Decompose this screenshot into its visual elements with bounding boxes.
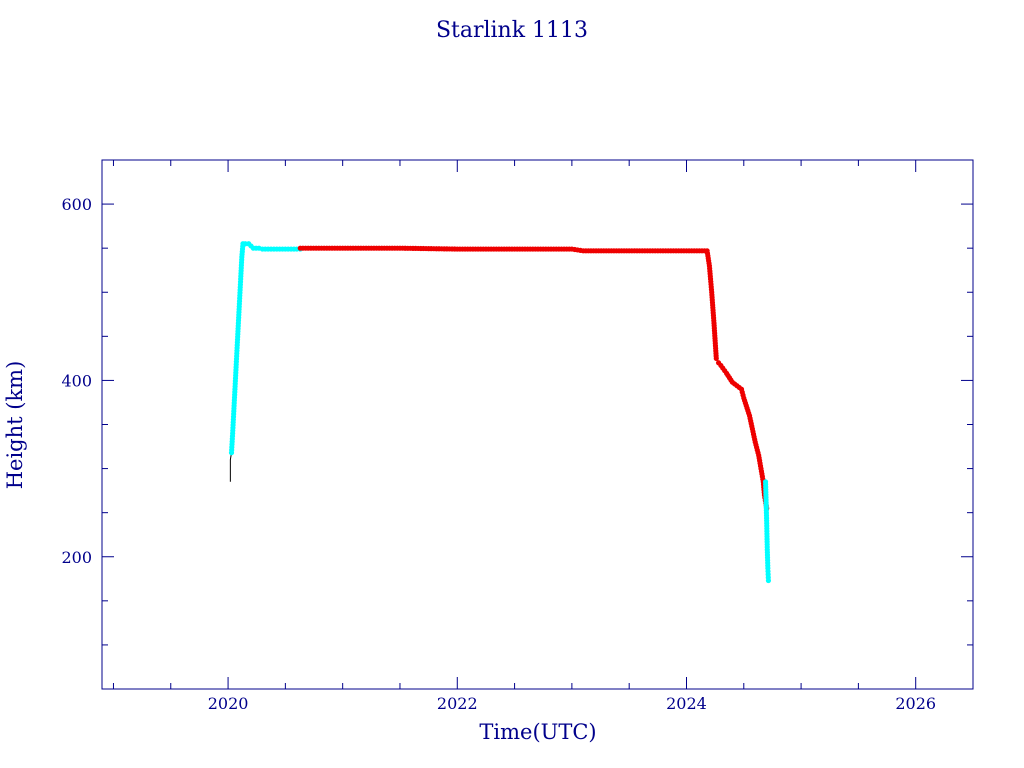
- y-tick-label: 200: [61, 548, 92, 567]
- x-tick-label: 2022: [437, 694, 478, 713]
- tick-labels: 2020 2022 2024 2026 200 400 600: [61, 195, 936, 713]
- trace-line: [229, 452, 232, 482]
- data-point: [765, 577, 772, 584]
- y-tick-label: 400: [61, 371, 92, 390]
- chart-title: Starlink 1113: [436, 18, 588, 43]
- x-axis-label: Time(UTC): [479, 720, 596, 744]
- y-axis-label: Height (km): [3, 361, 27, 490]
- x-tick-label: 2024: [666, 694, 707, 713]
- data-point: [713, 355, 719, 361]
- x-tick-label: 2026: [895, 694, 936, 713]
- x-tick-label: 2020: [208, 694, 249, 713]
- y-tick-label: 600: [61, 195, 92, 214]
- data-marks: [228, 241, 772, 584]
- axis-ticks: [102, 159, 974, 690]
- trace-lines: [229, 452, 232, 482]
